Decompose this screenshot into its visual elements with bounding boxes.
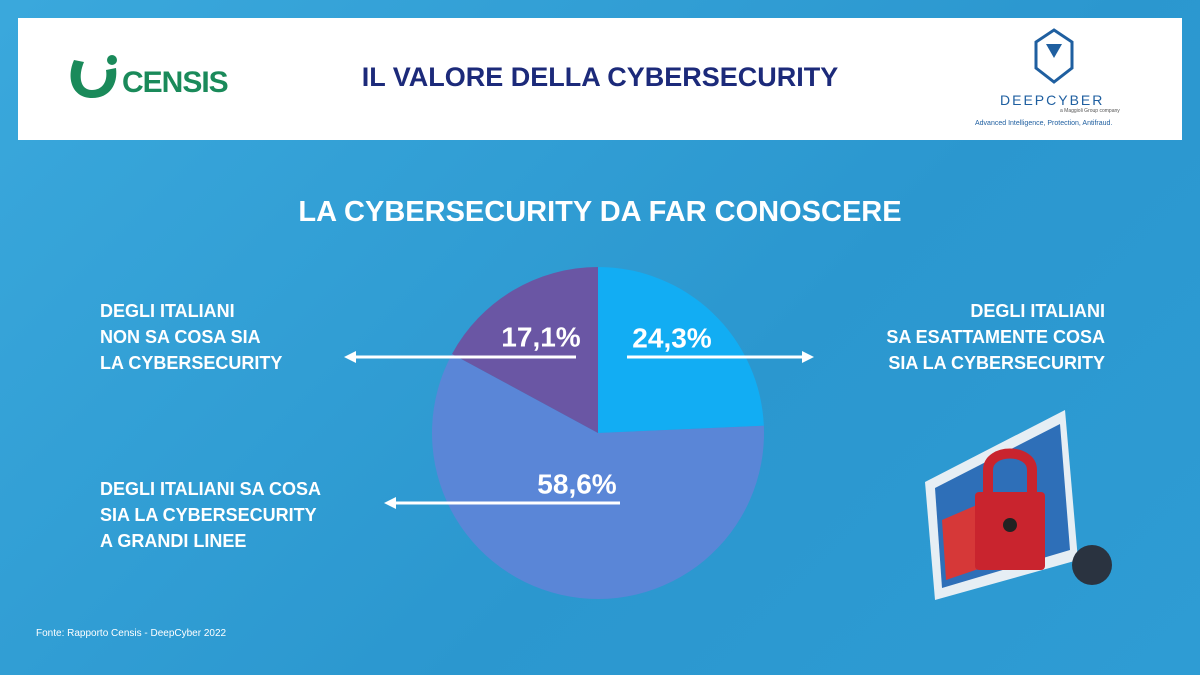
- lock-illustration: [925, 410, 1112, 600]
- pie-slice: [598, 267, 764, 433]
- value-label: 24,3%: [632, 322, 711, 353]
- censis-mark: [70, 55, 117, 98]
- pie-slice: [452, 267, 598, 433]
- value-label: 58,6%: [537, 468, 616, 499]
- right-logo-tagline: Advanced Intelligence, Protection, Antif…: [975, 120, 1113, 127]
- category-label: DEGLI ITALIANI SA ESATTAMENTE COSA SIA L…: [886, 301, 1105, 373]
- value-label: 17,1%: [501, 321, 580, 352]
- arrow-head: [802, 351, 814, 363]
- right-logo-sub: a Maggioli Group company: [1060, 108, 1120, 114]
- arrow-head: [384, 497, 396, 509]
- left-logo: CENSIS: [122, 66, 229, 99]
- right-logo: DEEPCYBER: [1000, 92, 1105, 108]
- header: [18, 18, 1182, 140]
- source: Fonte: Rapporto Censis - DeepCyber 2022: [36, 628, 227, 639]
- pie-slice: [431, 353, 764, 599]
- chart-title: LA CYBERSECURITY DA FAR CONOSCERE: [298, 196, 902, 228]
- arrow-head: [344, 351, 356, 363]
- category-label: DEGLI ITALIANI NON SA COSA SIA LA CYBERS…: [100, 301, 283, 373]
- header-title: IL VALORE DELLA CYBERSECURITY: [361, 62, 839, 92]
- deepcyber-mark: [1034, 28, 1074, 84]
- category-label: DEGLI ITALIANI SA COSA SIA LA CYBERSECUR…: [100, 479, 322, 551]
